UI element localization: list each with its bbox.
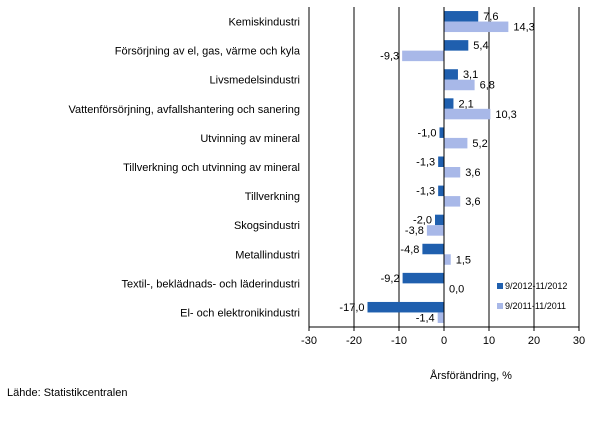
category-label: Tillverkning och utvinning av mineral (123, 162, 300, 174)
source-note: Lähde: Statistikcentralen (7, 387, 128, 399)
bar (444, 21, 509, 33)
bar (438, 185, 444, 197)
category-label: Utvinning av mineral (200, 133, 300, 145)
legend-swatch (497, 303, 503, 309)
bar (444, 108, 491, 120)
bar (444, 11, 479, 22)
bar (444, 69, 458, 80)
category-label: Försörjning av el, gas, värme och kyla (115, 46, 301, 58)
bar-value-label: 3,1 (463, 69, 478, 81)
x-tick-label: -20 (346, 335, 362, 347)
bar (426, 225, 444, 236)
bar-value-label: -9,3 (380, 51, 399, 63)
bar-value-label: -2,0 (413, 215, 432, 227)
x-tick-label: -30 (301, 335, 317, 347)
bar (439, 127, 444, 138)
bar (444, 254, 451, 265)
legend: 9/2012-11/2012 9/2011-11/2011 (497, 281, 567, 311)
bar (367, 301, 444, 313)
legend-label: 9/2012-11/2012 (505, 281, 567, 291)
bar (402, 272, 444, 284)
bar-value-label: 14,3 (513, 22, 534, 34)
x-tick-label: 10 (483, 335, 495, 347)
x-tick-label: 30 (573, 335, 585, 347)
bar-value-label: 7,6 (483, 11, 498, 23)
category-labels: Kemiskindustri Försörjning av el, gas, vä… (68, 17, 300, 320)
category-label: Metallindustri (235, 249, 300, 261)
bar-value-label: -1,4 (416, 312, 435, 324)
bar (444, 196, 461, 207)
bar (444, 40, 469, 51)
category-label: El- och elektronikindustri (180, 307, 300, 319)
bar-value-label: -1,3 (416, 186, 435, 198)
bar-value-label: 3,6 (465, 196, 480, 208)
category-label: Skogsindustri (234, 220, 300, 232)
bar-value-label: 2,1 (458, 98, 473, 110)
legend-swatch (497, 283, 503, 289)
x-tick-label: 0 (441, 335, 447, 347)
value-labels: 7,6 14,3 5,4 -9,3 3,16,8 2,1 10,3 -1,0 5,2 -1,3 3,… (339, 11, 534, 324)
bar-value-label: 0,0 (449, 283, 464, 295)
x-axis: -30 -20 -10 0 10 20 30 (301, 7, 585, 347)
bar (444, 137, 468, 149)
bar-value-label: 6,8 (480, 80, 495, 92)
legend-label: 9/2011-11/2011 (505, 301, 566, 311)
bar-value-label: 5,4 (473, 40, 488, 52)
bar (444, 98, 454, 109)
bar-value-label: 5,2 (472, 138, 487, 150)
category-label: Tillverkning (245, 191, 300, 203)
category-label: Textil-, beklädnads- och läderindustri (121, 278, 300, 290)
bar-value-label: -1,3 (416, 157, 435, 169)
x-axis-label: Årsförändring, % (430, 369, 512, 382)
category-label: Kemiskindustri (228, 17, 300, 29)
x-tick-label: 20 (528, 335, 540, 347)
x-tick-label: -10 (391, 335, 407, 347)
bar-value-label: -4,8 (400, 244, 419, 256)
gridlines (308, 7, 580, 327)
bar (435, 214, 444, 226)
bar (444, 167, 461, 178)
bar-value-label: 1,5 (456, 254, 471, 266)
bar (444, 79, 475, 91)
bar (438, 156, 444, 167)
category-label: Livsmedelsindustri (210, 75, 300, 87)
bar (402, 50, 444, 62)
category-label: Vattenförsörjning, avfallshantering och … (68, 104, 300, 116)
bar-value-label: 10,3 (495, 109, 516, 121)
bar (422, 243, 444, 255)
bar-value-label: -3,8 (405, 225, 424, 237)
bar-value-label: -9,2 (381, 273, 400, 285)
bar-value-label: -1,0 (418, 127, 437, 139)
bar-value-label: -17,0 (339, 302, 364, 314)
bar (437, 312, 444, 323)
bar-value-label: 3,6 (465, 167, 480, 179)
bars (367, 11, 509, 323)
